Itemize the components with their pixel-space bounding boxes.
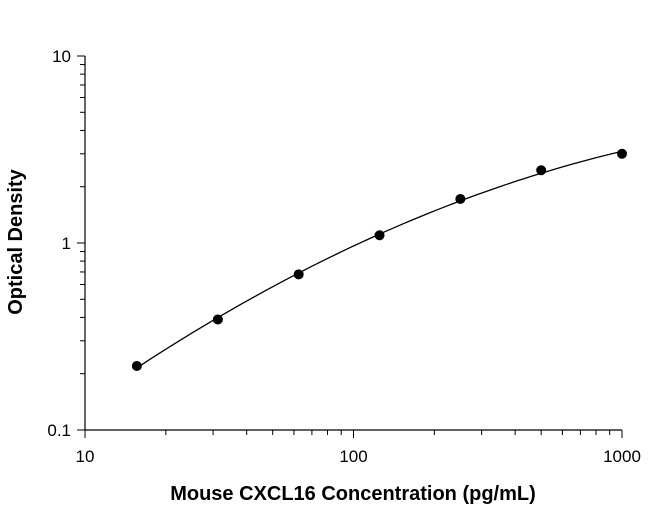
data-point [536, 165, 547, 176]
y-tick-label: 0.1 [47, 421, 71, 440]
data-point [212, 314, 223, 325]
data-point [455, 193, 466, 204]
x-tick-label: 100 [339, 447, 367, 466]
data-point [617, 148, 627, 159]
fit-curve-layer [136, 150, 623, 369]
x-axis-title: Mouse CXCL16 Concentration (pg/mL) [170, 483, 536, 505]
x-tick-label: 10 [76, 447, 95, 466]
tick-labels-layer: 10 100 1000 0.1 1 10 [47, 47, 641, 466]
y-tick-label: 10 [52, 47, 71, 66]
y-tick-label: 1 [62, 234, 71, 253]
axes [77, 55, 623, 438]
y-axis-title: Optical Density [5, 168, 27, 314]
data-point [374, 230, 385, 241]
fit-curve-line [136, 150, 623, 369]
data-point [293, 269, 304, 280]
data-point [131, 360, 142, 371]
data-points-layer [131, 148, 627, 371]
x-tick-label: 1000 [603, 447, 641, 466]
